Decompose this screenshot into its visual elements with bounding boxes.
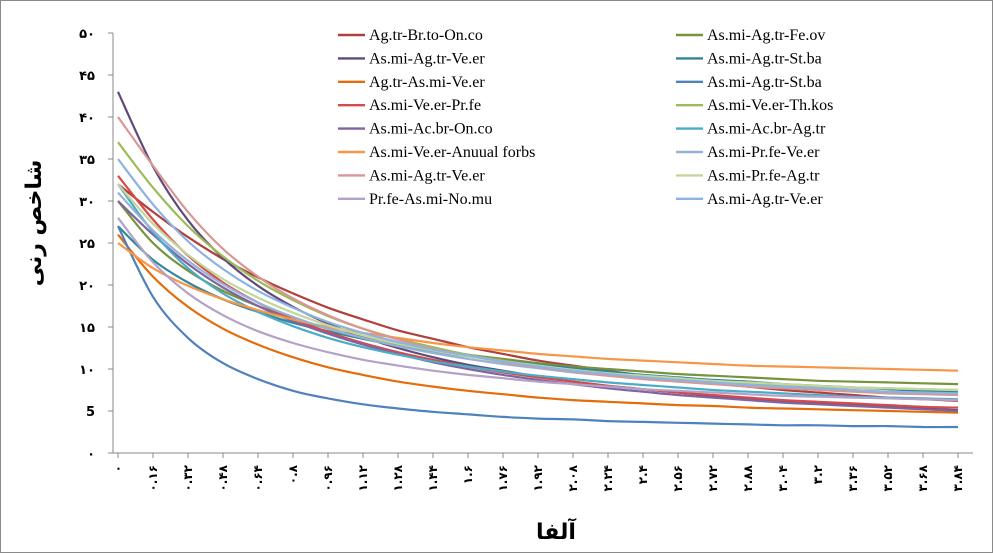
y-tick-label: ۱۵: [79, 321, 95, 336]
y-tick-label: ۳۰: [79, 195, 95, 210]
y-axis-title: شاخص رنی: [22, 160, 47, 287]
x-tick-label: ۲.۲۴: [601, 465, 615, 492]
legend-label: As.mi-Ag.tr-St.ba: [707, 50, 822, 67]
legend-label: Ag.tr-Br.to-On.co: [369, 27, 483, 44]
series-line-2: [117, 200, 959, 386]
y-tick-label: 5: [86, 405, 95, 420]
series-line-10: [117, 183, 959, 401]
series-line-16: [117, 158, 959, 395]
legend-label: As.mi-Ag.tr-Ve.er: [707, 191, 823, 208]
x-tick-label: ۳.۲: [811, 464, 825, 484]
x-tick-label: ۰.۶۴: [251, 465, 265, 492]
x-tick-label: ۲.۸۸: [741, 464, 755, 491]
y-tick-label: ۲۰: [79, 279, 95, 294]
x-tick-label: ۰.۱۶: [146, 465, 160, 492]
x-tick-label: ۳.۰۴: [776, 465, 790, 492]
y-tick-label: ۰: [87, 447, 95, 462]
x-tick-label: ۱.۶: [461, 465, 475, 484]
legend: Ag.tr-Br.to-On.co As.mi-Ag.tr-Fe.ov As.mi-…: [338, 27, 833, 208]
x-tick-label: ۱.۹۲: [531, 464, 545, 491]
series-line-9: [117, 200, 959, 413]
x-tick-label: ۰.۸: [286, 464, 300, 484]
legend-label: As.mi-Pr.fe-Ve.er: [707, 144, 820, 161]
legend-label: As.mi-Ac.br-Ag.tr: [707, 121, 826, 138]
legend-label: As.mi-Ve.er-Th.kos: [707, 97, 833, 114]
x-tick-label: ۱.۲۸: [391, 464, 405, 491]
x-axis-title: آلفا: [536, 517, 576, 545]
y-tick-label: ۴۰: [79, 111, 95, 126]
legend-label: As.mi-Ve.er-Pr.fe: [369, 97, 481, 114]
legend-label: As.mi-Ac.br-On.co: [369, 121, 493, 138]
legend-label: As.mi-Ag.tr-St.ba: [707, 74, 822, 91]
y-axis: ۰ 5 ۱۰ ۱۵ ۲۰ ۲۵ ۳۰ ۳۵ ۴۰ ۴۵ ۵۰: [79, 27, 114, 462]
series-line-14: [117, 183, 959, 392]
x-tick-label: ۱.۷۶: [496, 465, 510, 492]
y-tick-label: ۴۵: [79, 69, 95, 84]
x-tick-label: ۰.۳۲: [181, 464, 195, 491]
x-tick-label: ۰.۴۸: [216, 464, 230, 491]
x-tick-label: ۳.۸۴: [951, 465, 965, 492]
series-lines: [117, 91, 959, 429]
x-tick-label: ۳.۶۸: [916, 464, 930, 491]
x-tick-label: ۳.۳۶: [846, 465, 860, 492]
x-tick-label: ۲.۰۸: [566, 464, 580, 491]
series-line-15: [117, 217, 959, 402]
legend-label: As.mi-Ag.tr-Fe.ov: [707, 27, 825, 44]
series-line-6: [117, 225, 959, 429]
x-tick-label: ۳.۵۲: [881, 464, 895, 491]
x-tick-label: ۲.۵۶: [671, 465, 685, 492]
x-tick-label: ۲.۷۲: [706, 464, 720, 491]
y-tick-label: ۲۵: [79, 237, 95, 252]
y-tick-label: ۳۵: [79, 153, 95, 168]
legend-label: As.mi-Ag.tr-Ve.er: [369, 167, 485, 184]
x-tick-label: ۰.۹۶: [321, 465, 335, 492]
y-tick-label: ۱۰: [79, 363, 95, 378]
series-line-11: [117, 242, 959, 372]
legend-label: As.mi-Ag.tr-Ve.er: [369, 50, 485, 67]
y-tick-label: ۵۰: [79, 27, 95, 42]
legend-label: As.mi-Ve.er-Anuual forbs: [369, 144, 535, 161]
legend-label: Ag.tr-As.mi-Ve.er: [369, 74, 485, 91]
x-tick-label: ۱.۴۴: [426, 465, 440, 492]
legend-label: As.mi-Pr.fe-Ag.tr: [707, 167, 820, 184]
x-tick-label: ۲.۴: [636, 465, 650, 484]
x-tick-label: ۰: [111, 465, 125, 472]
x-axis: ۰ ۰.۱۶ ۰.۳۲ ۰.۴۸ ۰.۶۴ ۰.۸ ۰.۹۶ ۱.۱۲ ۱.۲۸ ۱.۴۴ ۱.۶ ۱…: [111, 452, 973, 492]
x-tick-label: ۱.۱۲: [356, 464, 370, 491]
series-line-5: [117, 233, 959, 414]
legend-label: Pr.fe-As.mi-No.mu: [369, 191, 492, 208]
